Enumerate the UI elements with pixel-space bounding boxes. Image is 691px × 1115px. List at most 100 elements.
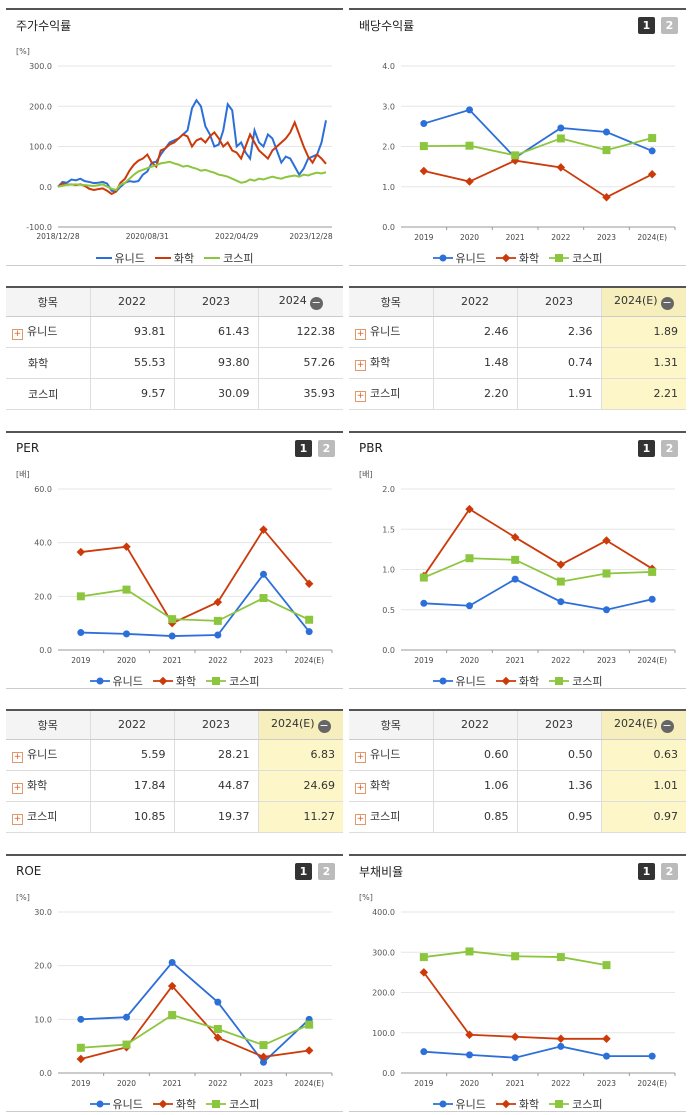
data-point-chem[interactable]	[556, 1034, 566, 1044]
expand-icon[interactable]: +	[355, 814, 366, 825]
data-point-unid[interactable]	[648, 147, 656, 155]
legend-marker-unid[interactable]	[439, 677, 446, 685]
data-point-kospi[interactable]	[648, 567, 657, 576]
legend-marker-chem[interactable]	[501, 253, 511, 263]
pager-button-2[interactable]: 2	[318, 439, 335, 457]
data-point-unid[interactable]	[77, 629, 85, 637]
data-point-kospi[interactable]	[122, 585, 131, 594]
data-point-unid[interactable]	[557, 1042, 565, 1050]
data-point-kospi[interactable]	[556, 134, 565, 143]
expand-icon[interactable]: +	[355, 752, 366, 763]
data-point-unid[interactable]	[168, 632, 176, 640]
legend-item-chem[interactable]: 화학	[495, 1096, 539, 1112]
legend-item-kospi[interactable]: 코스피	[549, 250, 603, 266]
row-label-cell[interactable]: + 코스피	[349, 801, 434, 833]
row-label-cell[interactable]: + 유니드	[6, 739, 91, 771]
data-point-unid[interactable]	[123, 630, 130, 638]
collapse-icon[interactable]: −	[309, 295, 323, 310]
row-label-cell[interactable]: + 화학	[349, 770, 434, 802]
data-point-chem[interactable]	[465, 1030, 474, 1040]
row-label-cell[interactable]: + 유니드	[6, 316, 91, 348]
legend-item-chem[interactable]: 화학	[152, 1096, 196, 1112]
data-point-chem[interactable]	[76, 547, 86, 557]
legend-marker-chem[interactable]	[158, 1099, 168, 1109]
data-point-unid[interactable]	[648, 1052, 656, 1060]
expand-icon[interactable]: +	[12, 752, 23, 763]
legend-marker-kospi[interactable]	[212, 1100, 221, 1108]
data-point-unid[interactable]	[466, 602, 473, 610]
legend-item-unid[interactable]: 유니드	[432, 250, 486, 266]
legend-item-chem[interactable]: 화학	[154, 250, 194, 266]
data-point-unid[interactable]	[420, 1048, 428, 1056]
data-point-chem[interactable]	[510, 1032, 520, 1042]
data-point-chem[interactable]	[647, 170, 657, 179]
data-point-unid[interactable]	[420, 599, 428, 607]
data-point-kospi[interactable]	[465, 141, 474, 150]
data-point-kospi[interactable]	[511, 952, 520, 961]
data-point-kospi[interactable]	[168, 1011, 177, 1020]
legend-item-chem[interactable]: 화학	[495, 673, 539, 689]
data-point-unid[interactable]	[305, 628, 313, 636]
row-label-cell[interactable]: + 코스피	[349, 378, 434, 410]
data-point-unid[interactable]	[214, 631, 222, 639]
data-point-chem[interactable]	[213, 597, 223, 607]
data-point-unid[interactable]	[557, 124, 565, 132]
pager-button-1[interactable]: 1	[295, 439, 312, 457]
pager-button-1[interactable]: 1	[638, 439, 655, 457]
legend-item-chem[interactable]: 화학	[495, 250, 539, 266]
data-point-kospi[interactable]	[419, 953, 428, 962]
data-point-kospi[interactable]	[305, 615, 314, 624]
legend-marker-unid[interactable]	[439, 1100, 446, 1108]
pager-button-1[interactable]: 1	[295, 862, 312, 880]
legend-marker-kospi[interactable]	[212, 677, 221, 685]
collapse-icon[interactable]: −	[317, 718, 331, 733]
pager-button-1[interactable]: 1	[638, 862, 655, 880]
legend-marker-unid[interactable]	[96, 677, 103, 685]
data-point-kospi[interactable]	[602, 146, 611, 155]
data-point-chem[interactable]	[465, 504, 474, 514]
data-point-kospi[interactable]	[465, 554, 474, 563]
legend-marker-chem[interactable]	[158, 676, 168, 686]
data-point-kospi[interactable]	[511, 555, 520, 564]
legend-marker-unid[interactable]	[439, 254, 446, 262]
data-point-kospi[interactable]	[648, 134, 657, 143]
data-point-unid[interactable]	[603, 128, 610, 136]
row-label-cell[interactable]: + 화학	[349, 347, 434, 379]
data-point-kospi[interactable]	[556, 577, 565, 586]
data-point-kospi[interactable]	[305, 1020, 314, 1029]
data-point-unid[interactable]	[648, 595, 656, 603]
pager-button-2[interactable]: 2	[318, 862, 335, 880]
legend-marker-unid[interactable]	[96, 1100, 103, 1108]
data-point-unid[interactable]	[511, 1054, 519, 1062]
pager-button-2[interactable]: 2	[661, 862, 678, 880]
data-point-chem[interactable]	[556, 560, 566, 569]
legend-item-unid[interactable]: 유니드	[432, 673, 486, 689]
data-point-unid[interactable]	[466, 1051, 473, 1059]
data-point-kospi[interactable]	[602, 961, 611, 970]
pager-button-2[interactable]: 2	[661, 16, 678, 34]
expand-icon[interactable]: +	[355, 329, 366, 340]
data-point-chem[interactable]	[304, 1046, 314, 1055]
expand-icon[interactable]: +	[355, 783, 366, 794]
data-point-unid[interactable]	[214, 998, 222, 1006]
collapse-icon[interactable]: −	[660, 718, 674, 733]
row-label-cell[interactable]: + 코스피	[6, 801, 91, 833]
row-label-cell[interactable]: + 화학	[6, 770, 91, 802]
legend-marker-kospi[interactable]	[555, 1100, 564, 1108]
data-point-kospi[interactable]	[465, 947, 474, 956]
data-point-unid[interactable]	[260, 570, 267, 578]
data-point-kospi[interactable]	[168, 615, 177, 624]
data-point-chem[interactable]	[465, 177, 474, 186]
data-point-chem[interactable]	[122, 542, 131, 551]
data-point-unid[interactable]	[603, 1052, 610, 1060]
legend-item-kospi[interactable]: 코스피	[206, 673, 260, 689]
data-point-unid[interactable]	[420, 120, 428, 128]
data-point-kospi[interactable]	[122, 1040, 131, 1049]
data-point-kospi[interactable]	[259, 594, 268, 603]
data-point-unid[interactable]	[123, 1013, 130, 1021]
data-point-chem[interactable]	[419, 166, 429, 176]
data-point-chem[interactable]	[556, 163, 566, 172]
data-point-kospi[interactable]	[419, 573, 428, 582]
expand-icon[interactable]: +	[355, 360, 366, 371]
data-point-unid[interactable]	[557, 598, 565, 606]
